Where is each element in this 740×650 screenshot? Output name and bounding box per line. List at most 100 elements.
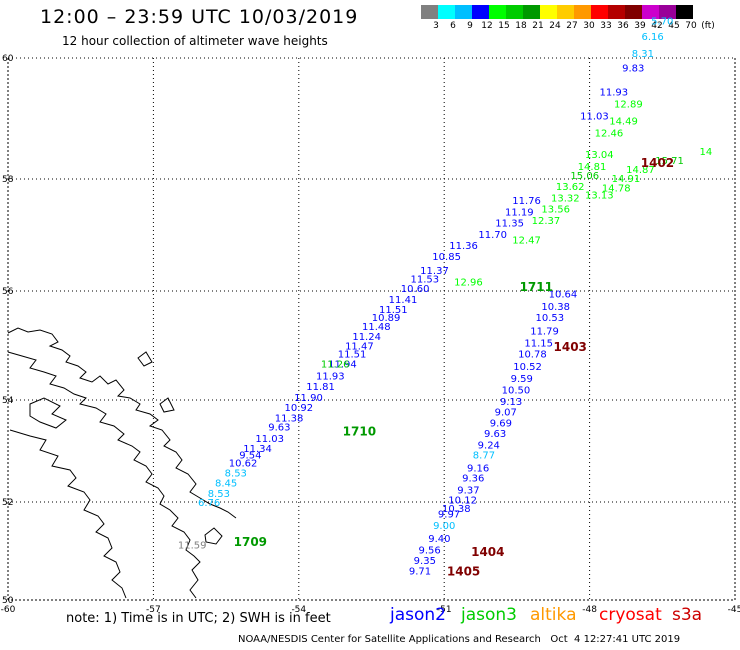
wave-height-value: 9.69 <box>490 419 512 430</box>
satellite-legend-cryosat: cryosat <box>599 605 662 625</box>
color-scale-cell <box>489 5 506 19</box>
wave-height-value: 11.81 <box>306 382 335 393</box>
y-tick-label: 52 <box>2 498 13 508</box>
color-scale-label: 24 <box>549 21 561 31</box>
wave-height-value: 9.83 <box>622 63 644 74</box>
wave-height-value: 10.89 <box>372 313 401 324</box>
color-scale-label: 9 <box>467 21 473 31</box>
x-tick-label: -45 <box>728 605 740 615</box>
satellite-legend-jason2: jason2 <box>390 605 446 625</box>
wave-height-value: 9.71 <box>409 567 431 578</box>
footer-credit: NOAA/NESDIS Center for Satellite Applica… <box>238 634 681 645</box>
wave-height-value: 13.13 <box>585 191 614 202</box>
wave-height-value: 12.96 <box>454 277 483 288</box>
wave-height-value: 11.79 <box>530 327 559 338</box>
wave-height-value: 14 <box>700 147 713 158</box>
wave-height-value: 11.38 <box>275 413 304 424</box>
wave-height-value: 12.46 <box>595 129 624 140</box>
wave-height-value: 11.26 <box>321 359 350 370</box>
color-scale-label: 36 <box>617 21 629 31</box>
wave-height-value: 14.91 <box>612 174 641 185</box>
wave-height-value: 10.53 <box>536 313 565 324</box>
wave-height-value: 9.63 <box>268 423 290 434</box>
wave-height-value: 9.40 <box>428 534 450 545</box>
color-scale-cell <box>557 5 574 19</box>
wave-height-value: 10.62 <box>229 458 258 469</box>
pass-time-label: 1710 <box>343 425 376 439</box>
wave-height-value: 11.76 <box>512 196 541 207</box>
wave-height-value: 8.53 <box>225 469 247 480</box>
pass-time-labels: 1709 1710 1711 1403 1404 1405 1402 <box>234 156 675 579</box>
pass-time-label: 1709 <box>234 535 267 549</box>
color-scale-cell <box>591 5 608 19</box>
color-scale-cell <box>574 5 591 19</box>
wave-height-value: 11.47 <box>345 341 374 352</box>
wave-height-value: 8.45 <box>215 479 237 490</box>
wave-height-value: 11.36 <box>449 241 478 252</box>
wave-height-value: 9.97 <box>438 510 460 521</box>
wave-height-value: 10.50 <box>502 385 531 396</box>
y-tick-label: 58 <box>2 175 14 185</box>
x-tick-label: -51 <box>437 605 452 615</box>
axis-tick-labels: -60 -57 -54 -51 -48 -45 50 52 54 56 58 60 <box>1 54 740 615</box>
wave-height-value: 9.35 <box>414 556 436 567</box>
wave-height-value: 14.49 <box>609 117 638 128</box>
page-title: 12:00 – 23:59 UTC 10/03/2019 <box>40 6 359 28</box>
color-scale-label: 3 <box>433 21 439 31</box>
wave-height-value: 11.37 <box>420 266 449 277</box>
wave-height-value: 11.93 <box>600 88 629 99</box>
wave-height-value: 12.47 <box>512 235 541 246</box>
wave-height-value: 9.13 <box>500 397 522 408</box>
color-scale-cell <box>608 5 625 19</box>
wave-height-value: 11.93 <box>316 371 345 382</box>
wave-height-value: 11.90 <box>294 393 323 404</box>
color-scale-label: 42 <box>651 21 663 31</box>
wave-height-value: 9.36 <box>462 474 484 485</box>
wave-height-value: 14.81 <box>578 162 607 173</box>
wave-height-value: 11.51 <box>338 349 367 360</box>
color-scale-label: 6 <box>450 21 456 31</box>
wave-height-value: 11.94 <box>328 359 357 370</box>
wave-height-value: 11.51 <box>379 305 408 316</box>
wave-height-value: 13.56 <box>541 205 570 216</box>
wave-height-value: 5.70 <box>651 17 673 28</box>
pass-time-label: 1403 <box>554 340 587 354</box>
color-scale-bar <box>421 5 693 19</box>
wave-height-value: 9.59 <box>511 374 533 385</box>
wave-height-value: 10.85 <box>432 252 461 263</box>
color-scale-label: 27 <box>566 21 578 31</box>
color-scale-cell <box>625 5 642 19</box>
color-scale-labels: 3 6 9 12 15 18 21 24 27 30 33 36 39 42 45 70 (ft) <box>421 21 740 33</box>
color-scale-cell <box>523 5 540 19</box>
coastline <box>7 327 237 599</box>
color-scale-label: 12 <box>481 21 493 31</box>
color-scale-cell <box>642 5 659 19</box>
wave-height-value: 6.76 <box>198 498 220 509</box>
wave-height-value: 13.04 <box>585 150 614 161</box>
color-scale-label: (ft) <box>701 21 715 31</box>
wave-height-value: 8.31 <box>632 49 654 60</box>
wave-height-value: 10.92 <box>284 403 313 414</box>
wave-height-value: 6.16 <box>641 32 663 43</box>
page-subtitle: 12 hour collection of altimeter wave hei… <box>62 34 328 48</box>
x-tick-label: -60 <box>1 605 16 615</box>
wave-height-value: 11.35 <box>495 219 524 230</box>
pass-time-label: 1405 <box>447 565 480 579</box>
color-scale-label: 39 <box>634 21 646 31</box>
wave-height-value: 14.87 <box>626 165 655 176</box>
wave-height-value: 9.00 <box>433 521 455 532</box>
wave-height-value: 9.54 <box>239 451 261 462</box>
wave-height-value: 11.03 <box>580 112 609 123</box>
color-scale-cell <box>472 5 489 19</box>
color-scale-label: 70 <box>685 21 697 31</box>
pass-time-label: 1404 <box>471 545 504 559</box>
color-scale-label: 18 <box>515 21 527 31</box>
pass-time-label: 1402 <box>641 156 674 170</box>
color-scale-cell <box>438 5 455 19</box>
color-scale-cell <box>421 5 438 19</box>
wave-height-value: 9.37 <box>457 485 479 496</box>
color-scale-cell <box>455 5 472 19</box>
color-scale-label: 33 <box>600 21 612 31</box>
color-scale-cell <box>540 5 557 19</box>
